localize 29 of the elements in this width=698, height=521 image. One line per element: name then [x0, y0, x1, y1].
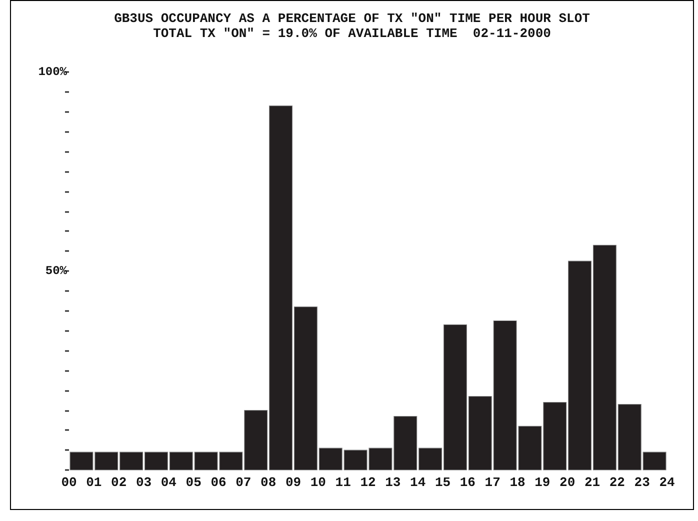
- x-tick-label: 15: [434, 475, 451, 490]
- x-tick-label: 12: [360, 475, 376, 490]
- y-tick-label: 50%: [45, 264, 68, 278]
- x-tick-label: 04: [160, 475, 177, 490]
- x-tick-label: 17: [484, 475, 500, 490]
- x-tick-label: 00: [61, 475, 77, 490]
- x-tick-label: 23: [634, 475, 650, 490]
- x-tick-label: 11: [335, 475, 352, 490]
- chart-title: GB3US OCCUPANCY AS A PERCENTAGE OF TX "ON" TIME PER HOUR SLOT: [114, 11, 590, 26]
- x-tick-label: 19: [534, 475, 550, 490]
- x-tick-label: 02: [111, 475, 127, 490]
- x-tick-label: 10: [310, 475, 326, 490]
- chart-subtitle: TOTAL TX "ON" = 19.0% OF AVAILABLE TIME 02-11-2000: [153, 26, 552, 41]
- y-tick-label: 100%: [38, 65, 68, 79]
- x-tick-label: 01: [86, 475, 102, 490]
- x-tick-label: 09: [285, 475, 302, 490]
- x-tick-label: 03: [136, 475, 152, 490]
- x-tick-label: 07: [236, 475, 252, 490]
- x-tick-label: 05: [186, 475, 202, 490]
- x-tick-label: 20: [560, 475, 576, 490]
- x-tick-label: 14: [410, 475, 426, 490]
- x-tick-label: 13: [385, 475, 401, 490]
- x-tick-label: 21: [584, 475, 600, 490]
- x-tick-label: 16: [460, 475, 476, 490]
- x-tick-label: 18: [510, 475, 526, 490]
- x-tick-label: 06: [210, 475, 226, 490]
- x-tick-label: 22: [609, 475, 626, 490]
- x-tick-label: 08: [260, 475, 276, 490]
- x-tick-label: 24: [659, 475, 675, 490]
